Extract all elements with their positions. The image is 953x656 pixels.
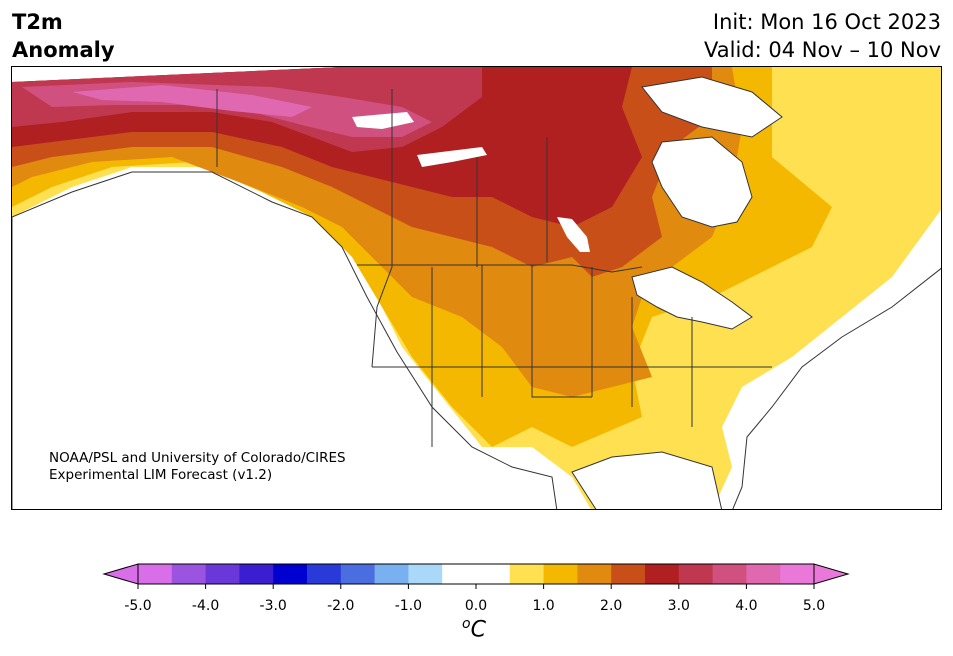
colorbar-cell [746,564,781,584]
colorbar-cell [138,564,173,584]
band-4-0 [72,85,312,117]
colorbar-cell [543,564,578,584]
init-date: Init: Mon 16 Oct 2023 [712,10,941,34]
colorbar-cell [340,564,376,584]
variable-name: T2m [12,10,63,34]
hudson-bay [651,136,753,228]
credit-line-1: NOAA/PSL and University of Colorado/CIRE… [49,450,346,466]
colorbar-cell [307,564,342,584]
map-title: T2m Anomaly [12,8,115,64]
arctic-gap [641,76,783,138]
colorbar-underflow-arrow [102,563,139,585]
great-slave-lake [417,147,487,167]
anomaly-map [12,67,941,509]
colorbar-tick-label: 4.0 [735,598,758,614]
colorbar-cell [611,564,646,584]
colorbar [102,563,850,589]
colorbar-cell [645,564,680,584]
pacific-ocean [12,171,558,509]
colorbar-tick-label: 0.0 [464,598,488,614]
colorbar-cell [678,564,714,584]
colorbar-tick-label: 2.0 [600,598,623,614]
colorbar-tick-label: -1.0 [394,598,423,614]
colorbar-tick-label: -5.0 [124,598,152,614]
lake-winnipeg [557,217,590,252]
colorbar-cell [442,564,477,584]
map-panel [11,66,942,510]
colorbar-cell [408,564,443,584]
colorbar-overflow-arrow [813,563,850,585]
valid-range: Valid: 04 Nov – 10 Nov [704,38,941,62]
colorbar-cell [476,564,511,584]
colorbar-cell [273,564,308,584]
colorbar-cell [780,564,815,584]
colorbar-cell [509,564,545,584]
forecast-dates: Init: Mon 16 Oct 2023 Valid: 04 Nov – 10… [704,8,941,64]
colorbar-cell [171,564,207,584]
colorbar-cell [577,564,612,584]
gulf-of-mexico [571,451,723,509]
colorbar-tick-label: 3.0 [667,598,690,614]
colorbar-unit: oC [462,616,486,643]
colorbar-tick-label: -3.0 [259,598,287,614]
credit-text: NOAA/PSL and University of Colorado/CIRE… [49,450,346,484]
colorbar-tick-label: -2.0 [327,598,355,614]
variable-type: Anomaly [12,38,115,62]
atlantic-ocean [732,267,941,509]
credit-line-2: Experimental LIM Forecast (v1.2) [49,467,273,483]
great-lakes [631,266,753,330]
colorbar-cell [205,564,240,584]
colorbar-cell [712,564,747,584]
colorbar-tick-label: 1.0 [532,598,555,614]
political-borders [216,89,772,447]
colorbar-tick-label: -4.0 [191,598,220,614]
colorbar-tick-label: 5.0 [802,598,826,614]
colorbar-cell [374,564,409,584]
great-bear-lake [352,112,414,129]
colorbar-cell [239,564,274,584]
